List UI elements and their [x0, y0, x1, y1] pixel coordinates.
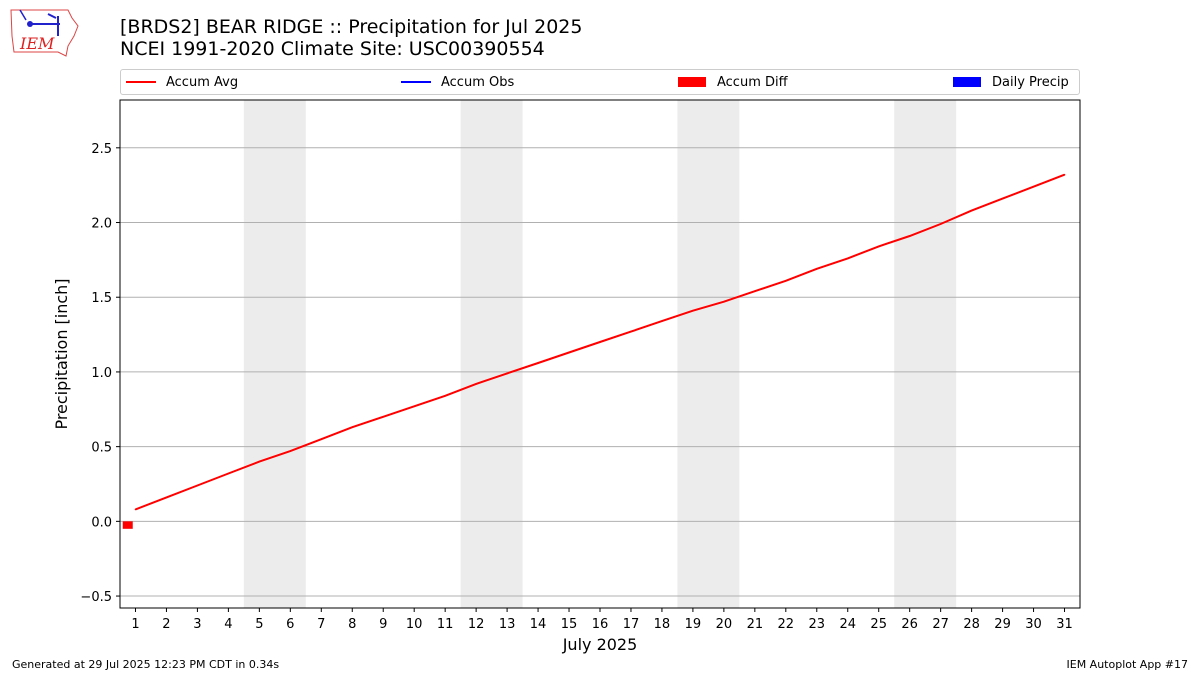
y-tick-label: 1.5 [91, 291, 112, 306]
x-tick-label: 29 [994, 617, 1011, 632]
logo-text: IEM [19, 34, 55, 53]
legend-label-daily-precip: Daily Precip [992, 74, 1069, 90]
chart-title: [BRDS2] BEAR RIDGE :: Precipitation for … [120, 16, 583, 60]
x-tick-label: 24 [839, 617, 856, 632]
x-tick-label: 19 [685, 617, 702, 632]
x-tick-label: 15 [561, 617, 578, 632]
series-point [970, 209, 973, 212]
x-tick-label: 4 [224, 617, 232, 632]
series-point [599, 341, 601, 343]
series-point [134, 508, 137, 511]
footer-generated: Generated at 29 Jul 2025 12:23 PM CDT in… [12, 658, 280, 671]
weekend-band-2 [677, 100, 740, 608]
x-tick-label: 17 [623, 617, 640, 632]
x-tick-label: 1 [131, 617, 139, 632]
series-point [1063, 173, 1066, 176]
x-tick-label: 23 [809, 617, 826, 632]
series-point [413, 405, 415, 408]
legend-item-daily-precip: Daily Precip [953, 70, 1069, 94]
series-point [351, 426, 354, 429]
x-tick-label: 3 [193, 617, 201, 632]
series-point [444, 395, 446, 397]
series-point [723, 300, 725, 303]
series-point [846, 257, 849, 260]
y-tick-label: 2.0 [91, 217, 112, 232]
series-point [196, 484, 199, 487]
series-point [1001, 197, 1004, 200]
series-point [258, 460, 261, 463]
x-tick-label: 26 [901, 617, 918, 632]
footer-app-id: IEM Autoplot App #17 [1066, 658, 1189, 671]
weekend-band-3 [894, 100, 957, 608]
series-point [1032, 185, 1035, 188]
x-tick-label: 21 [747, 617, 764, 632]
legend-swatch-accum-avg [126, 81, 156, 83]
legend-label-accum-obs: Accum Obs [441, 74, 515, 90]
x-tick-label: 6 [286, 617, 294, 632]
series-point [939, 223, 942, 225]
x-tick-label: 14 [530, 617, 547, 632]
x-tick-label: 5 [255, 617, 263, 632]
x-tick-label: 31 [1056, 617, 1073, 632]
legend-item-accum-obs: Accum Obs [401, 70, 514, 94]
series-point [568, 351, 570, 354]
x-tick-label: 20 [716, 617, 733, 632]
series-point [815, 268, 818, 270]
accum-diff-bar [122, 521, 133, 529]
x-tick-label: 12 [468, 617, 485, 632]
x-tick-label: 9 [379, 617, 387, 632]
x-tick-label: 7 [317, 617, 325, 632]
x-tick-label: 2 [162, 617, 170, 632]
legend-label-accum-diff: Accum Diff [717, 74, 788, 90]
legend-swatch-daily-precip [953, 77, 981, 87]
x-tick-label: 27 [932, 617, 949, 632]
weekend-band-1 [460, 100, 523, 608]
legend-item-accum-diff: Accum Diff [678, 70, 788, 94]
y-tick-label: 2.5 [91, 142, 112, 157]
series-point [227, 472, 230, 475]
iowa-outline [10, 9, 79, 57]
series-point [630, 330, 632, 333]
weekend-band-0 [243, 100, 306, 608]
x-tick-label: 8 [348, 617, 356, 632]
y-axis-label: Precipitation [inch] [52, 278, 71, 429]
x-tick-label: 18 [654, 617, 671, 632]
series-point [320, 438, 323, 440]
series-point [506, 372, 508, 375]
legend: Accum Avg Accum Obs Accum Diff Daily Pre… [120, 69, 1080, 95]
series-point [289, 450, 292, 452]
x-tick-label: 30 [1025, 617, 1042, 632]
series-point [475, 383, 477, 385]
series-point [382, 415, 385, 418]
x-tick-label: 10 [406, 617, 423, 632]
series-point [877, 245, 880, 248]
legend-item-accum-avg: Accum Avg [126, 70, 238, 94]
legend-label-accum-avg: Accum Avg [166, 74, 239, 90]
title-line1: [BRDS2] BEAR RIDGE :: Precipitation for … [120, 16, 583, 38]
series-point [754, 290, 756, 293]
series-point [165, 496, 168, 499]
y-tick-label: 0.5 [91, 441, 112, 456]
x-tick-label: 25 [870, 617, 887, 632]
title-line2: NCEI 1991-2020 Climate Site: USC00390554 [120, 38, 545, 60]
y-tick-label: −0.5 [80, 590, 112, 605]
x-tick-label: 28 [963, 617, 980, 632]
series-point [785, 279, 787, 282]
y-tick-label: 0.0 [91, 515, 112, 530]
series-point [908, 235, 911, 237]
x-tick-label: 13 [499, 617, 516, 632]
x-tick-label: 22 [778, 617, 795, 632]
x-tick-label: 11 [437, 617, 454, 632]
legend-swatch-accum-diff [678, 77, 706, 87]
legend-swatch-accum-obs [401, 81, 431, 83]
y-tick-label: 1.0 [91, 366, 112, 381]
series-point [692, 309, 694, 312]
series-point [537, 362, 539, 364]
x-tick-label: 16 [592, 617, 609, 632]
iem-logo: IEM [10, 9, 79, 57]
x-axis-label: July 2025 [562, 635, 638, 654]
series-point [661, 320, 663, 322]
plot-frame [119, 99, 1081, 609]
